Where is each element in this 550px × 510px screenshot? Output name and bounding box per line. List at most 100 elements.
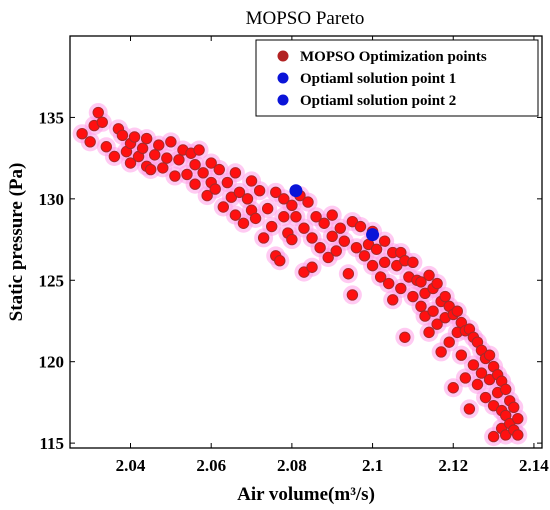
optimization-point [512, 429, 524, 441]
x-tick-label: 2.1 [362, 456, 383, 475]
optimization-point [100, 141, 113, 153]
x-tick-label: 2.08 [277, 456, 307, 475]
optimization-point [451, 305, 463, 317]
optimization-point [439, 290, 451, 303]
optimization-point [370, 243, 383, 256]
optimization-point [84, 136, 96, 148]
y-tick-label: 130 [39, 190, 65, 209]
x-tick-label: 2.04 [116, 456, 146, 475]
optimization-point [290, 211, 302, 223]
optimization-point [286, 199, 298, 212]
optimization-point [189, 178, 201, 190]
optimization-point [306, 261, 318, 273]
optimization-point [479, 391, 492, 404]
legend-box [255, 39, 539, 117]
optimization-point [395, 282, 407, 295]
optimization-point [128, 131, 141, 143]
optimization-point [229, 209, 242, 221]
optimization-point [161, 152, 173, 164]
optimization-point [487, 430, 500, 443]
optimization-point [249, 212, 262, 225]
optimization-point [378, 235, 391, 247]
optimization-point [116, 129, 129, 142]
optimization-point [423, 326, 435, 339]
optimization-point [157, 162, 169, 174]
x-axis-label: Air volume(m³/s) [237, 484, 375, 505]
optimization-point [387, 294, 399, 306]
optimization-point [140, 132, 153, 145]
optimization-point [108, 150, 121, 163]
optimization-point [318, 217, 330, 229]
optimization-point [266, 220, 278, 233]
optimization-point [241, 193, 254, 205]
y-tick-label: 115 [39, 434, 64, 453]
optimization-point [201, 189, 213, 202]
optimization-point [431, 318, 443, 330]
optimization-point [383, 277, 395, 290]
optimization-point [431, 277, 443, 290]
optimization-point [463, 403, 476, 415]
optimization-point [193, 144, 205, 156]
plot-frame [69, 35, 543, 449]
optimization-point [144, 163, 157, 176]
optimization-point [213, 163, 225, 176]
optimization-point [350, 241, 363, 254]
optimization-point [499, 383, 512, 396]
optimization-point [407, 256, 419, 269]
optimization-point [149, 149, 161, 161]
optimization-point [257, 232, 270, 244]
optimization-point [209, 183, 221, 195]
legend-marker-optimization-points [277, 50, 289, 62]
optimization-point [447, 382, 459, 394]
optimization-point [330, 245, 342, 257]
x-tick-label: 2.12 [438, 456, 468, 475]
optimization-point [92, 106, 104, 119]
optimization-point [508, 401, 520, 413]
optimization-point [76, 128, 88, 140]
legend-label-optimization-points: MOPSO Optimization points [300, 49, 487, 65]
optimization-point [221, 176, 234, 189]
optimization-point [346, 289, 359, 301]
optimization-point [326, 209, 338, 221]
optimization-point [229, 167, 242, 179]
optimization-point [471, 378, 484, 391]
optimization-point [253, 185, 266, 197]
optimization-point [96, 116, 108, 129]
y-tick-label: 120 [39, 353, 65, 372]
optimization-point [205, 157, 217, 169]
optimization-point [435, 346, 447, 358]
optimization-point [326, 230, 338, 243]
optimization-point [310, 211, 322, 223]
x-tick-label: 2.06 [196, 456, 226, 475]
optimization-point [165, 136, 177, 148]
optimization-point [423, 269, 435, 282]
optimization-point [245, 175, 258, 187]
optimization-point [181, 168, 193, 181]
optimization-point [189, 158, 201, 171]
optimization-point [124, 157, 137, 169]
optimization-point [366, 259, 379, 272]
optimization-point [427, 305, 439, 317]
y-tick-label: 135 [39, 108, 65, 127]
optimization-point [306, 232, 318, 244]
chart-title: MOPSO Pareto [246, 8, 365, 29]
optimization-point [512, 412, 524, 425]
optimization-point [455, 349, 468, 361]
optimization-point [278, 193, 290, 205]
optimization-point [286, 233, 298, 246]
optimization-point [399, 331, 411, 343]
y-axis-label: Static pressure (Pa) [6, 163, 27, 322]
axis-ticks: 2.04 2.06 2.08 2.1 2.12 2.14 115 120 125 130 135 [39, 36, 549, 475]
optimization-point [261, 202, 274, 215]
legend-label-solution-2: Optiaml solution point 2 [300, 93, 456, 109]
plot-area [72, 103, 528, 447]
y-tick-label: 125 [39, 271, 65, 290]
optimization-point [153, 139, 165, 151]
optimization-point [483, 349, 496, 361]
optimization-point [415, 276, 427, 288]
optimization-point [217, 201, 229, 213]
legend-marker-solution-1 [277, 72, 289, 84]
optimization-point [378, 256, 391, 269]
optimization-point [314, 241, 326, 254]
